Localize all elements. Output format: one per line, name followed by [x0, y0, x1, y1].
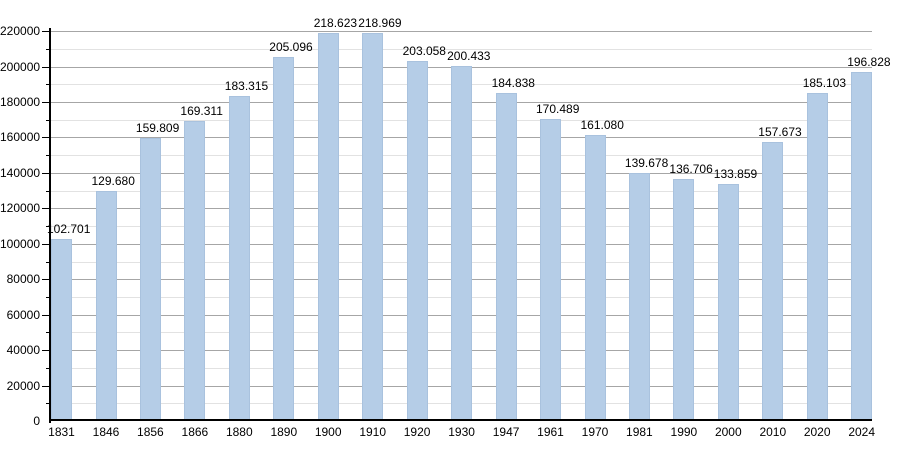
- x-axis-label: 1910: [359, 425, 387, 439]
- bar-value-label: 169.311: [180, 103, 223, 118]
- bar: [717, 183, 739, 421]
- y-axis-minor-tick: [46, 261, 50, 263]
- y-axis-line: [49, 28, 51, 423]
- y-axis-label: 220000: [0, 24, 41, 38]
- y-axis-minor-tick: [46, 119, 50, 121]
- x-axis-label: 2024: [848, 425, 876, 439]
- y-axis-major-tick: [42, 137, 50, 139]
- bar: [540, 118, 561, 421]
- bar-value-label: 184.838: [491, 76, 535, 91]
- x-axis-label: 1831: [48, 425, 75, 439]
- bar: [362, 32, 384, 421]
- bar-value-label: 170.489: [536, 101, 580, 116]
- bar-value-label: 102.701: [47, 221, 91, 236]
- bar-value-label: 196.828: [847, 55, 891, 70]
- bar-value-label: 218.623: [313, 16, 358, 31]
- x-axis-label: 2010: [759, 425, 787, 439]
- y-axis-major-tick: [42, 101, 50, 103]
- x-axis-label: 1981: [626, 425, 653, 439]
- y-axis-minor-tick: [46, 155, 50, 157]
- bar-value-label: 159.809: [135, 120, 180, 135]
- x-axis-label: 1856: [137, 425, 164, 439]
- y-axis-major-tick: [42, 385, 50, 387]
- bar-value-label: 157.673: [758, 124, 802, 139]
- y-axis-minor-tick: [46, 48, 50, 50]
- x-axis-label: 1890: [270, 425, 298, 439]
- bar-value-label: 129.680: [91, 174, 135, 189]
- bar-value-label: 133.859: [713, 166, 758, 181]
- bar: [806, 92, 828, 421]
- bar-value-label: 136.706: [669, 161, 713, 176]
- y-axis-label: 0: [33, 414, 40, 428]
- y-axis-minor-tick: [46, 84, 50, 86]
- bar: [851, 72, 873, 421]
- x-axis-label: 1866: [181, 425, 209, 439]
- bar-value-label: 161.080: [580, 118, 624, 133]
- y-axis-label: 100000: [0, 236, 41, 251]
- bar: [139, 137, 161, 421]
- y-axis-label: 140000: [0, 165, 41, 180]
- bar: [406, 61, 428, 421]
- y-axis-major-tick: [42, 31, 50, 32]
- y-axis-label: 20000: [6, 378, 40, 393]
- gridline-major: [50, 31, 872, 32]
- y-axis-label: 200000: [0, 59, 41, 74]
- y-axis-major-tick: [42, 208, 50, 210]
- y-axis-major-tick: [42, 172, 50, 174]
- bar: [628, 173, 650, 421]
- y-axis-major-tick: [42, 279, 50, 281]
- bar: [51, 238, 72, 421]
- bar-value-label: 218.969: [358, 15, 402, 30]
- y-axis-major-tick: [42, 314, 50, 316]
- x-axis-label: 1961: [537, 425, 564, 439]
- y-axis-minor-tick: [46, 403, 50, 405]
- y-axis-minor-tick: [46, 332, 50, 334]
- y-axis-label: 120000: [0, 201, 41, 216]
- x-axis-label: 2000: [714, 425, 742, 439]
- bar: [495, 93, 517, 421]
- x-axis-label: 1900: [314, 425, 342, 439]
- x-axis-line: [49, 419, 872, 421]
- y-axis-minor-tick: [46, 226, 50, 227]
- x-axis-label: 1990: [670, 425, 698, 439]
- bar: [317, 33, 339, 421]
- x-axis-label: 1947: [492, 425, 520, 439]
- x-axis-label: 1846: [92, 425, 120, 439]
- y-axis-minor-tick: [46, 190, 50, 192]
- bar-value-label: 200.433: [447, 48, 491, 63]
- bar: [762, 141, 784, 421]
- y-axis-label: 40000: [6, 343, 40, 358]
- bar-value-label: 205.096: [269, 40, 313, 55]
- bar-value-label: 183.315: [224, 79, 269, 93]
- y-axis-label: 80000: [6, 272, 40, 287]
- bar-value-label: 185.103: [802, 75, 847, 90]
- y-axis-minor-tick: [46, 367, 50, 369]
- y-axis-label: 160000: [0, 130, 41, 145]
- x-axis-label: 1970: [581, 425, 609, 439]
- x-axis-label: 1920: [403, 425, 431, 439]
- bar: [673, 178, 695, 421]
- y-axis-label: 180000: [0, 94, 41, 109]
- x-axis-label: 1880: [225, 425, 253, 439]
- y-axis-major-tick: [42, 350, 50, 352]
- y-axis-major-tick: [42, 243, 50, 245]
- bar-value-label: 139.678: [624, 156, 669, 171]
- x-axis-label: 1930: [448, 425, 475, 439]
- y-axis-label: 60000: [6, 307, 40, 322]
- bar: [451, 65, 473, 421]
- y-axis-minor-tick: [46, 296, 50, 298]
- bar: [273, 57, 295, 421]
- bar-value-label: 203.058: [402, 44, 446, 58]
- bar: [584, 135, 606, 421]
- x-axis-label: 2020: [803, 425, 831, 439]
- bar: [95, 191, 117, 421]
- y-axis-major-tick: [42, 66, 50, 68]
- bar: [228, 96, 250, 421]
- bar: [184, 120, 206, 421]
